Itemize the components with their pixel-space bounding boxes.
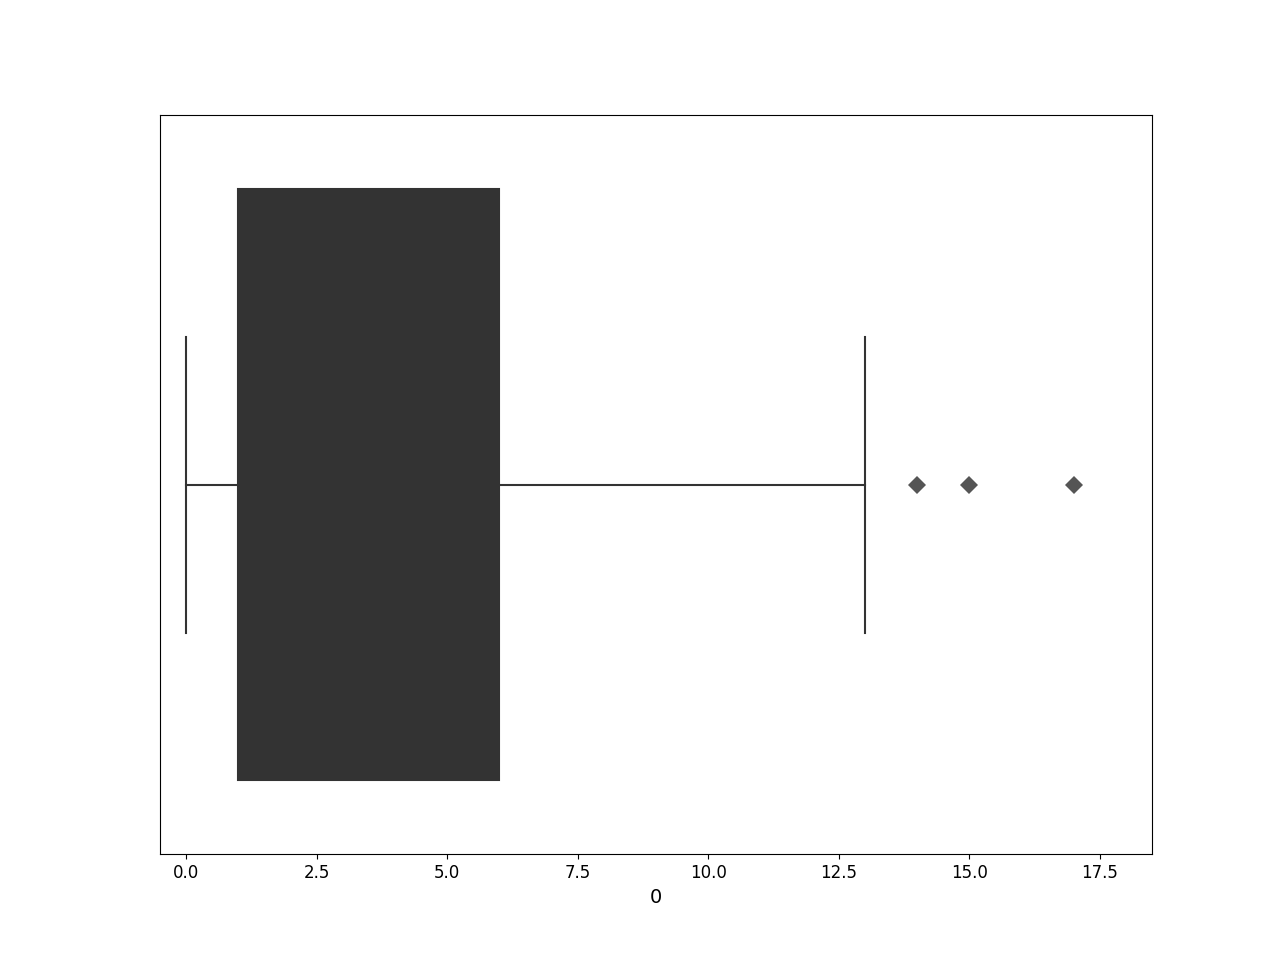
X-axis label: 0: 0 xyxy=(650,888,662,906)
PathPatch shape xyxy=(238,189,499,780)
